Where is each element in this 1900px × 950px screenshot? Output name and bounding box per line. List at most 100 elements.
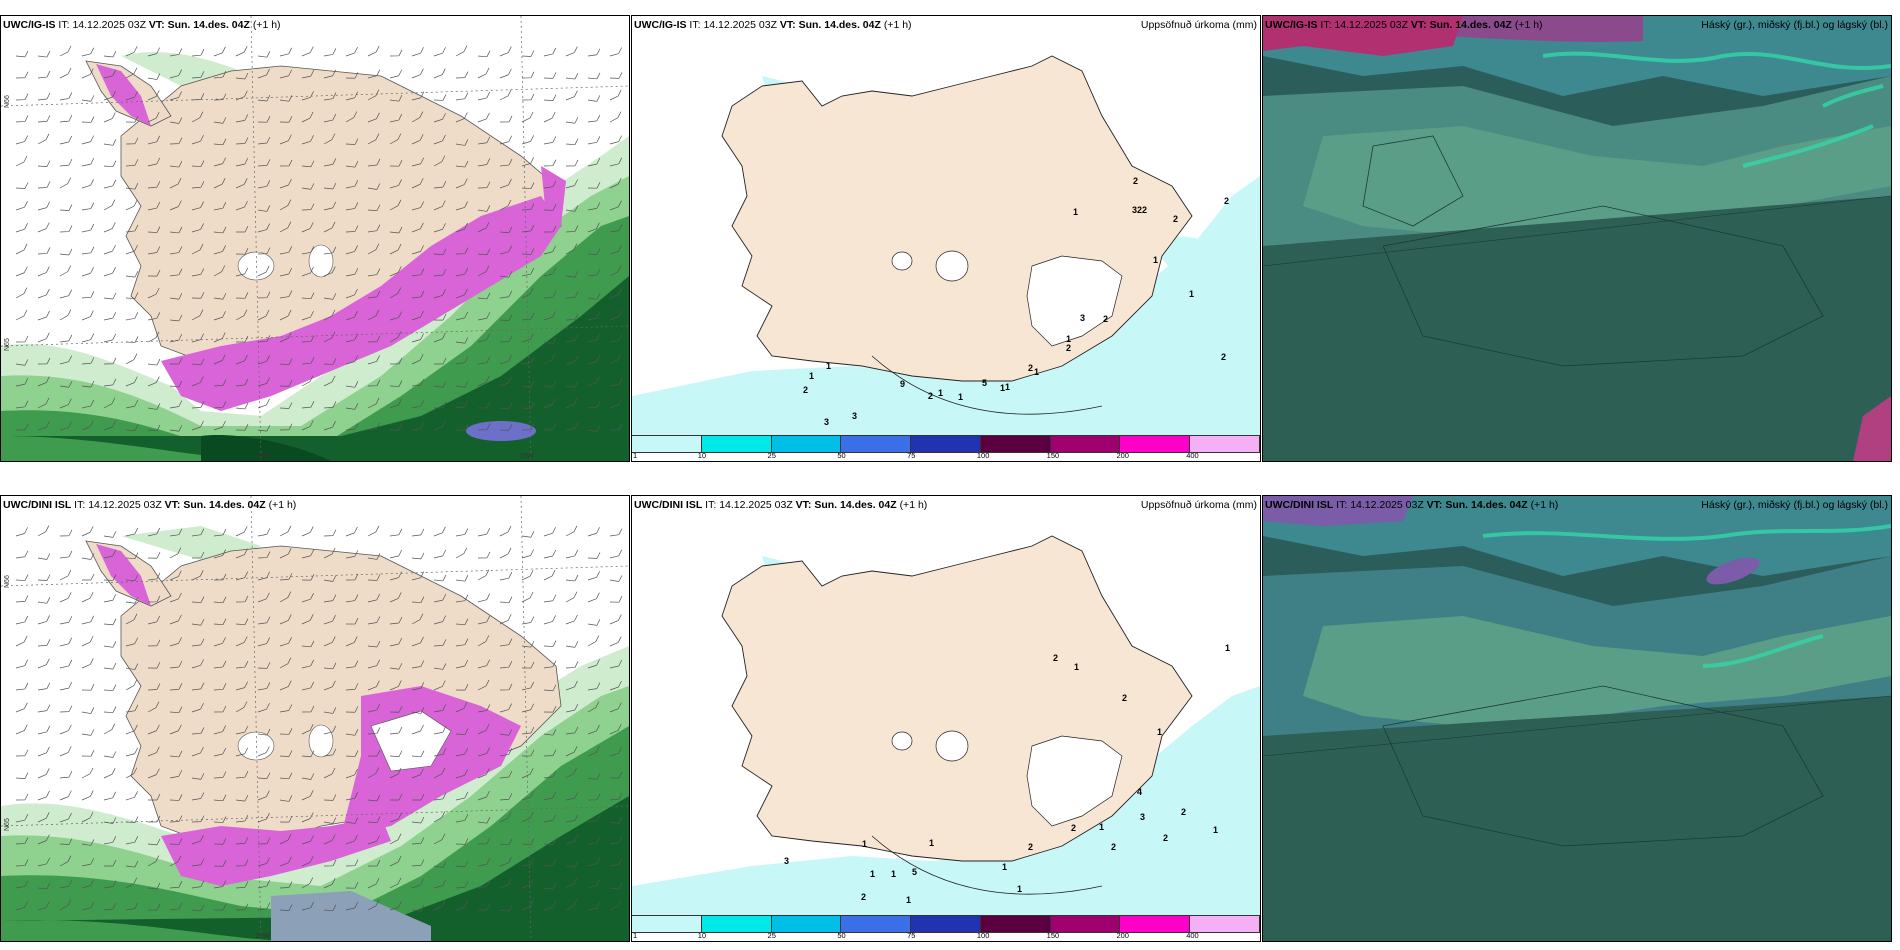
wind-barb — [411, 724, 424, 735]
wind-barb — [499, 748, 513, 757]
wind-barb — [345, 834, 358, 845]
wind-barb — [125, 574, 139, 581]
wind-barb — [411, 333, 424, 343]
wind-barb — [103, 751, 117, 758]
precip-value-label: 3 — [1080, 313, 1085, 323]
colorbar-tick-label: 50 — [837, 451, 846, 460]
wind-barb — [367, 816, 381, 823]
wind-barb — [213, 70, 227, 79]
wind-barb — [169, 770, 183, 779]
wind-barb — [499, 68, 512, 79]
wind-barb — [213, 860, 227, 867]
panel-field-title: Uppsöfnuð úrkoma (mm) — [1140, 19, 1257, 31]
wind-barb — [609, 636, 622, 647]
wind-barb — [279, 815, 293, 823]
wind-barb — [543, 882, 557, 890]
wind-barb — [125, 860, 139, 868]
wind-barb — [59, 177, 72, 189]
wind-barb — [477, 903, 491, 911]
wind-barb — [191, 596, 205, 603]
wind-barb — [15, 901, 28, 911]
wind-barb — [433, 94, 447, 101]
colorbar-tick-label: 200 — [1116, 451, 1129, 460]
wind-barb — [213, 157, 226, 167]
wind-barb — [125, 199, 138, 211]
wind-barb — [147, 180, 161, 189]
wind-barb — [15, 635, 28, 647]
wind-barb — [59, 381, 73, 388]
wind-barb — [169, 547, 182, 559]
wind-barb — [455, 701, 468, 713]
wind-barb — [389, 243, 402, 255]
precip-value-label: 2 — [1103, 314, 1108, 324]
wind-barb — [543, 838, 557, 845]
wind-barb — [521, 224, 535, 233]
wind-barb — [389, 750, 403, 757]
wind-barb — [169, 117, 183, 124]
wind-barb — [235, 747, 249, 757]
wind-barb — [367, 183, 381, 190]
wind-barb — [147, 403, 161, 410]
wind-barb — [543, 381, 557, 388]
wind-barb — [433, 526, 446, 537]
wind-barb — [609, 178, 622, 189]
panel-field-title: Uppsöfnuð úrkoma (mm) — [1140, 499, 1257, 511]
wind-barb — [301, 91, 314, 101]
wind-barb — [455, 838, 469, 845]
precip-value-label: 1 — [870, 869, 875, 879]
wind-barb — [125, 46, 138, 57]
wind-barb — [389, 616, 403, 625]
wind-barb — [455, 92, 469, 101]
wind-barb — [477, 423, 491, 431]
wind-barb — [367, 204, 381, 211]
wind-barb — [15, 223, 28, 233]
panel-header: UWC/IG-IS IT: 14.12.2025 03Z VT: Sun. 14… — [1265, 19, 1543, 31]
wind-barb — [543, 660, 557, 669]
wind-barb — [323, 636, 336, 647]
wind-barb — [235, 701, 248, 713]
wind-barb — [433, 792, 447, 801]
wind-barb — [15, 423, 29, 431]
wind-barb — [543, 180, 557, 189]
wind-barb — [37, 247, 51, 255]
wind-barb — [59, 659, 73, 669]
wind-barb — [103, 139, 117, 146]
wind-barb — [37, 812, 50, 823]
wind-barb — [521, 531, 535, 538]
wind-barb — [257, 728, 271, 736]
wind-barb — [103, 594, 117, 603]
wind-barb — [323, 878, 336, 889]
wind-barb — [609, 310, 622, 321]
wind-barb — [565, 814, 579, 823]
wind-barb — [455, 747, 469, 757]
wind-barb — [323, 69, 337, 79]
wind-barb — [147, 903, 161, 911]
wind-barb — [81, 380, 95, 388]
wind-barb — [81, 879, 94, 889]
colorbar-segment — [632, 915, 702, 933]
wind-barb — [191, 160, 205, 167]
wind-barb — [411, 68, 424, 79]
wind-barb — [521, 402, 535, 409]
wind-barb — [521, 267, 535, 277]
wind-barb — [125, 663, 139, 670]
wind-barb — [103, 50, 117, 58]
precip-colorbar-ticks: 1 10 25 50 75 100 150 200 400 — [632, 451, 1260, 461]
panel-header: UWC/DINI ISL IT: 14.12.2025 03Z VT: Sun.… — [3, 499, 297, 511]
wind-barb — [367, 593, 381, 603]
wind-barb — [433, 748, 447, 757]
wind-barb — [433, 381, 447, 388]
panel-header: UWC/IG-IS IT: 14.12.2025 03Z VT: Sun. 14… — [634, 19, 912, 31]
wind-barb — [279, 423, 293, 431]
wind-barb — [213, 311, 226, 321]
wind-barb — [609, 680, 622, 691]
wind-barb — [367, 749, 381, 757]
precip-value-label: 1 — [826, 361, 831, 371]
wind-barb — [169, 637, 182, 647]
wind-barb — [367, 680, 380, 691]
wind-barb — [433, 639, 447, 647]
wind-barb — [59, 899, 72, 911]
wind-barb — [81, 658, 94, 669]
wind-barb — [257, 68, 270, 79]
wind-barb — [323, 113, 337, 123]
